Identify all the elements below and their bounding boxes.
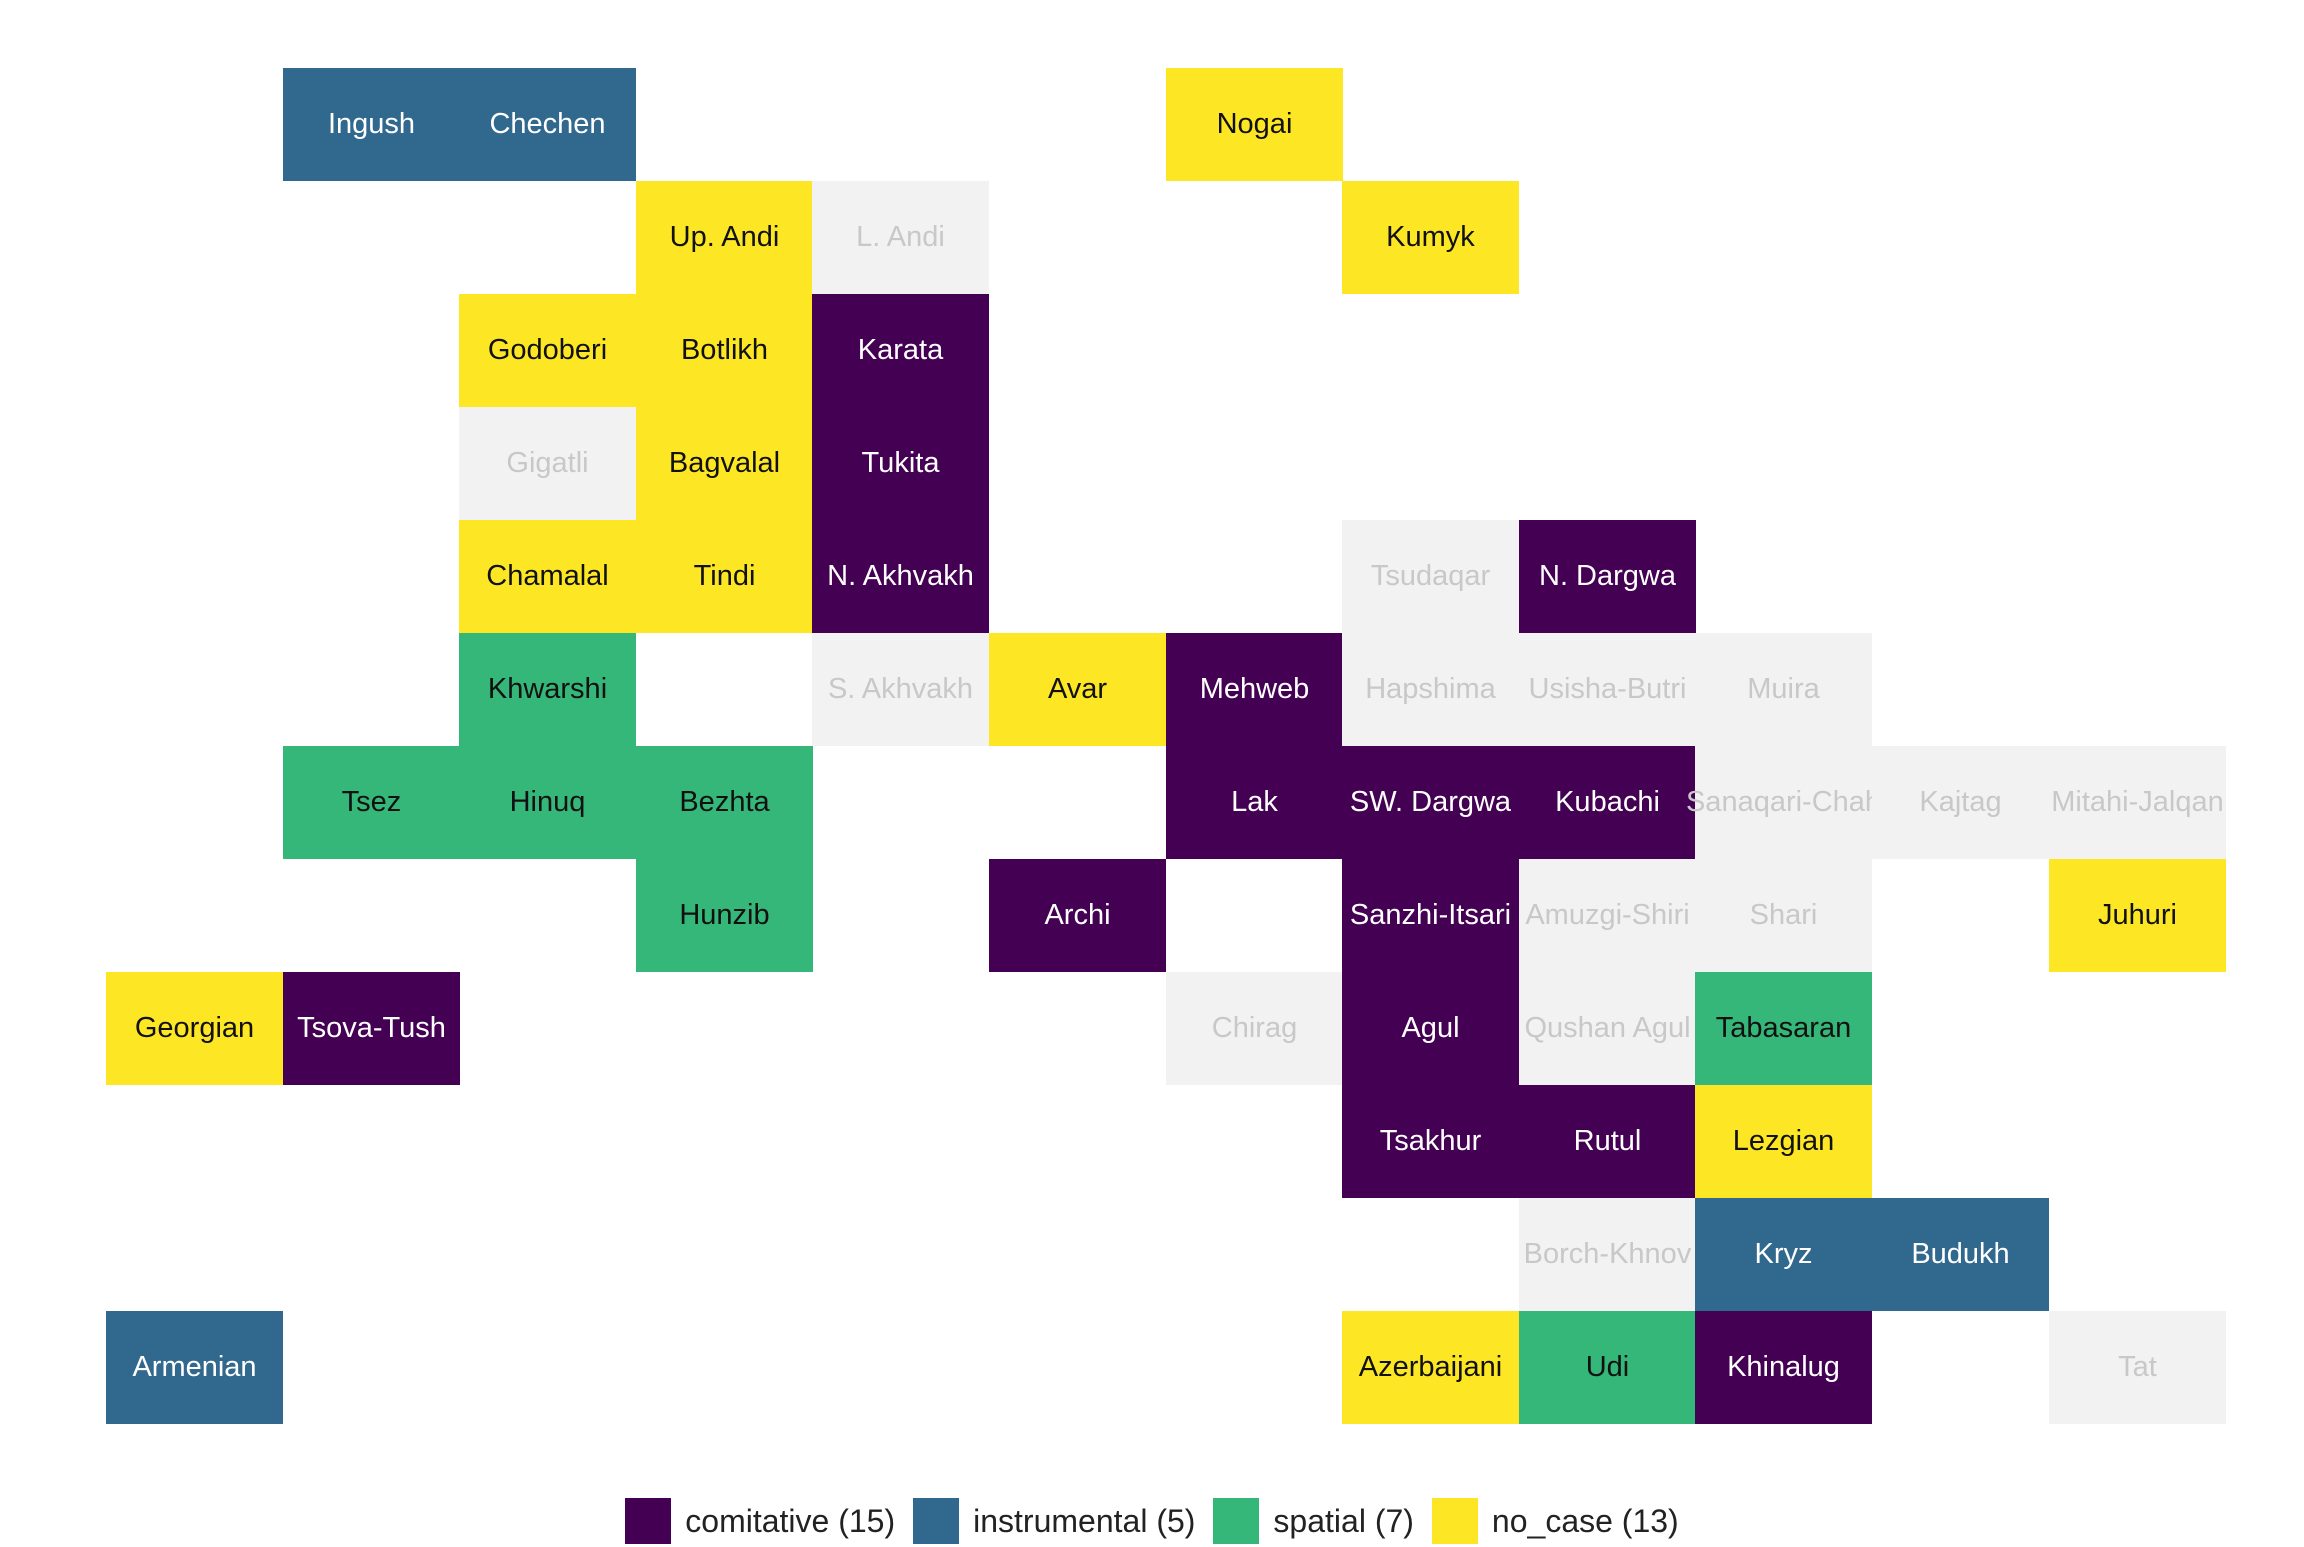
language-tile-udi: Udi	[1519, 1311, 1696, 1424]
legend-label-no-case: no_case (13)	[1491, 1502, 1679, 1539]
legend-item-comitative: comitative (15)	[625, 1498, 895, 1544]
language-tile-tsakhur: Tsakhur	[1342, 1085, 1519, 1198]
language-tile-tat: Tat	[2049, 1311, 2226, 1424]
language-tile-mehweb: Mehweb	[1166, 633, 1343, 746]
language-tile-chechen: Chechen	[459, 68, 636, 181]
language-tile-l-andi: L. Andi	[812, 181, 989, 294]
language-tile-shari: Shari	[1695, 859, 1872, 972]
legend-swatch-comitative	[625, 1498, 672, 1544]
language-tile-sanzhi-itsari: Sanzhi-Itsari	[1342, 859, 1519, 972]
language-tile-tukita: Tukita	[812, 407, 989, 520]
language-tile-avar: Avar	[989, 633, 1166, 746]
language-tile-botlikh: Botlikh	[636, 294, 813, 407]
language-tile-karata: Karata	[812, 294, 989, 407]
legend-swatch-no-case	[1431, 1498, 1478, 1544]
legend-item-instrumental: instrumental (5)	[913, 1498, 1195, 1544]
language-tile-hapshima: Hapshima	[1342, 633, 1519, 746]
language-tile-mitahi-jalqan: Mitahi-Jalqan	[2049, 746, 2226, 859]
language-tile-kubachi: Kubachi	[1519, 746, 1696, 859]
language-tile-kumyk: Kumyk	[1342, 181, 1519, 294]
language-tile-rutul: Rutul	[1519, 1085, 1696, 1198]
language-tile-ingush: Ingush	[283, 68, 460, 181]
language-tile-godoberi: Godoberi	[459, 294, 636, 407]
language-tile-archi: Archi	[989, 859, 1166, 972]
language-tile-usisha-butri: Usisha-Butri	[1519, 633, 1696, 746]
language-tile-juhuri: Juhuri	[2049, 859, 2226, 972]
language-tile-borch-khnov: Borch-Khnov	[1519, 1198, 1696, 1311]
language-tile-s-akhvakh: S. Akhvakh	[812, 633, 989, 746]
language-tile-sw-dargwa: SW. Dargwa	[1342, 746, 1519, 859]
language-tile-tsez: Tsez	[283, 746, 460, 859]
legend-swatch-instrumental	[913, 1498, 960, 1544]
language-tile-agul: Agul	[1342, 972, 1519, 1085]
language-tile-khwarshi: Khwarshi	[459, 633, 636, 746]
language-tile-muira: Muira	[1695, 633, 1872, 746]
language-tile-hunzib: Hunzib	[636, 859, 813, 972]
language-tile-n-akhvakh: N. Akhvakh	[812, 520, 989, 633]
language-tile-armenian: Armenian	[106, 1311, 283, 1424]
language-tile-sanaqari-chah: Sanaqari-Chah	[1686, 746, 1881, 859]
language-tile-hinuq: Hinuq	[459, 746, 636, 859]
language-tile-bezhta: Bezhta	[636, 746, 813, 859]
language-tile-nogai: Nogai	[1166, 68, 1343, 181]
language-tile-tsova-tush: Tsova-Tush	[283, 972, 460, 1085]
legend-label-comitative: comitative (15)	[685, 1502, 896, 1539]
language-tile-gigatli: Gigatli	[459, 407, 636, 520]
language-tile-khinalug: Khinalug	[1695, 1311, 1872, 1424]
language-tile-amuzgi-shiri: Amuzgi-Shiri	[1519, 859, 1696, 972]
language-tile-up-andi: Up. Andi	[636, 181, 813, 294]
legend: comitative (15) instrumental (5) spatial…	[0, 1495, 2304, 1547]
language-tile-bagvalal: Bagvalal	[636, 407, 813, 520]
language-tile-chamalal: Chamalal	[459, 520, 636, 633]
legend-item-no-case: no_case (13)	[1431, 1498, 1679, 1544]
language-tile-chirag: Chirag	[1166, 972, 1343, 1085]
legend-item-spatial: spatial (7)	[1213, 1498, 1414, 1544]
legend-label-spatial: spatial (7)	[1273, 1502, 1414, 1539]
language-tile-lak: Lak	[1166, 746, 1343, 859]
language-tile-tabasaran: Tabasaran	[1695, 972, 1872, 1085]
language-tile-qushan-agul: Qushan Agul	[1519, 972, 1696, 1085]
legend-swatch-spatial	[1213, 1498, 1260, 1544]
language-tile-kryz: Kryz	[1695, 1198, 1872, 1311]
language-tile-tsudaqar: Tsudaqar	[1342, 520, 1519, 633]
language-tile-azerbaijani: Azerbaijani	[1342, 1311, 1519, 1424]
language-tile-tindi: Tindi	[636, 520, 813, 633]
language-tile-n-dargwa: N. Dargwa	[1519, 520, 1696, 633]
language-tile-budukh: Budukh	[1872, 1198, 2049, 1311]
language-tile-lezgian: Lezgian	[1695, 1085, 1872, 1198]
language-tile-georgian: Georgian	[106, 972, 283, 1085]
legend-label-instrumental: instrumental (5)	[973, 1502, 1196, 1539]
language-tile-kajtag: Kajtag	[1872, 746, 2049, 859]
